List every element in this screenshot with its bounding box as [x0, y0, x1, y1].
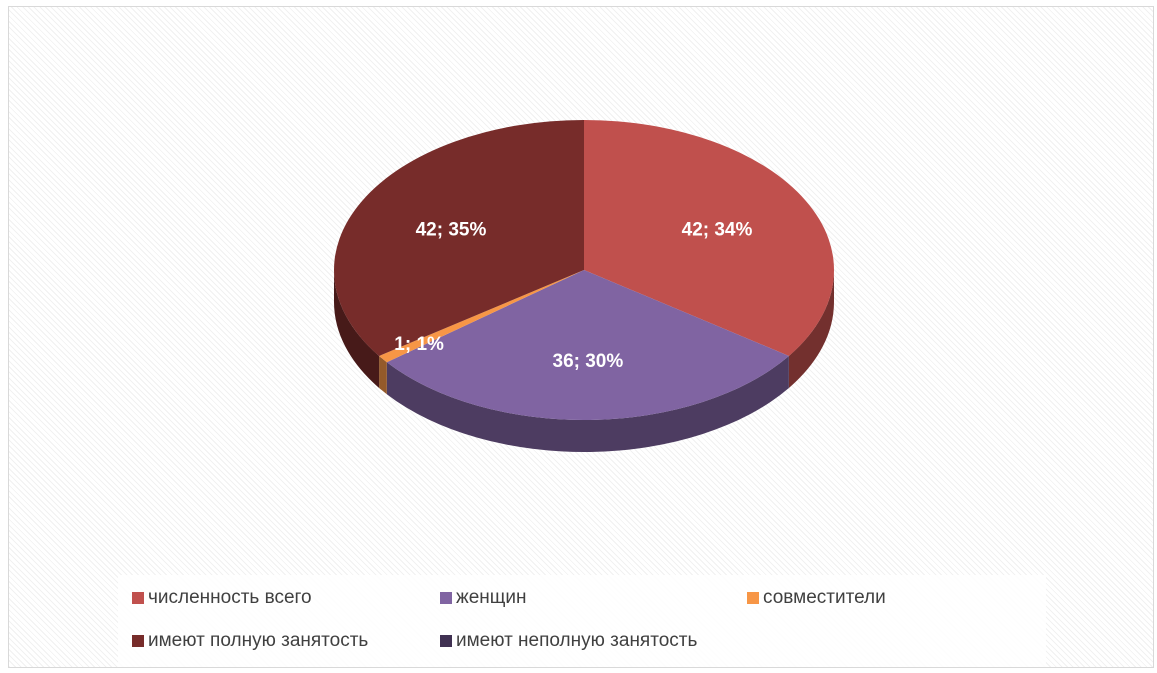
- legend-item-total: численность всего: [132, 587, 312, 609]
- legend-swatch-part-time: [440, 635, 452, 647]
- legend-swatch-women: [440, 592, 452, 604]
- pie-side-3: [334, 270, 380, 388]
- legend-label-women: женщин: [456, 587, 527, 608]
- legend-label-part-timers: совместители: [763, 587, 886, 608]
- pie-slice-совместители: [379, 270, 584, 363]
- pie-slices: [333, 119, 834, 421]
- pie-labels: 42; 34% 36; 30% 1; 1% 42; 35%: [394, 219, 752, 372]
- legend-label-total: численность всего: [148, 587, 312, 608]
- legend-label-part-time: имеют неполную занятость: [456, 630, 698, 651]
- data-label-женщин: 36; 30%: [553, 351, 624, 372]
- pie-slice-численность-всего: [584, 120, 834, 356]
- data-label-совместители: 1; 1%: [394, 334, 444, 355]
- data-label-численность-всего: 42; 34%: [682, 219, 753, 240]
- data-label-имеют-полную-занятость: 42; 35%: [416, 219, 487, 240]
- legend-item-women: женщин: [440, 587, 527, 609]
- legend-item-part-time: имеют неполную занятость: [440, 630, 697, 652]
- legend-swatch-full-time: [132, 635, 144, 647]
- legend-swatch-total: [132, 592, 144, 604]
- legend: численность всего женщин совместители им…: [118, 575, 1046, 667]
- pie-depth: [334, 270, 834, 453]
- legend-swatch-part-timers: [747, 592, 759, 604]
- pie-side-1: [386, 355, 789, 453]
- pie-side-0: [788, 270, 834, 388]
- pie-slice-имеют-полную-занятость: [333, 119, 584, 356]
- legend-item-full-time: имеют полную занятость: [132, 630, 368, 652]
- pie-slice-женщин: [386, 270, 789, 421]
- legend-item-part-timers: совместители: [747, 587, 886, 609]
- legend-label-full-time: имеют полную занятость: [148, 630, 369, 651]
- pie-side-2: [379, 355, 387, 395]
